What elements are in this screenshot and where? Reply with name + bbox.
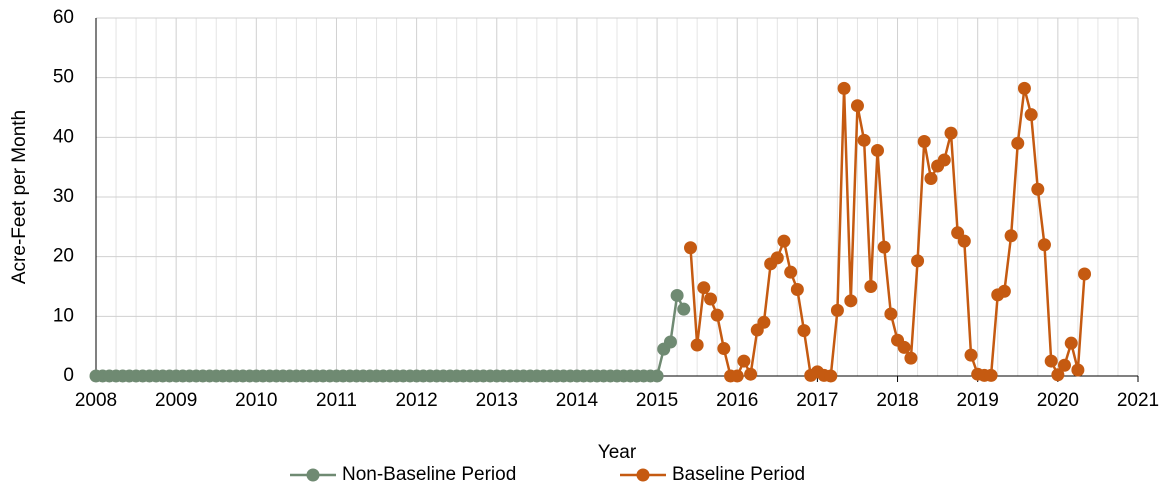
marker	[897, 340, 911, 354]
marker	[984, 368, 998, 382]
legend-marker	[306, 468, 320, 482]
marker	[911, 254, 925, 268]
x-tick-label: 2013	[476, 390, 518, 411]
marker	[710, 308, 724, 322]
x-tick-label: 2017	[796, 390, 838, 411]
marker	[924, 172, 938, 186]
x-tick-label: 2020	[1037, 390, 1079, 411]
marker	[1017, 81, 1031, 95]
x-tick-label: 2019	[957, 390, 999, 411]
marker	[1024, 108, 1038, 122]
y-tick-label: 60	[53, 7, 74, 28]
marker	[1057, 358, 1071, 372]
y-tick-label: 0	[63, 365, 74, 386]
marker	[677, 302, 691, 316]
marker	[917, 135, 931, 149]
marker	[757, 315, 771, 329]
marker	[684, 241, 698, 255]
x-tick-label: 2012	[395, 390, 437, 411]
marker	[850, 99, 864, 113]
y-tick-label: 30	[53, 186, 74, 207]
marker	[864, 280, 878, 293]
marker	[1011, 136, 1025, 150]
marker	[1037, 238, 1051, 252]
legend-marker	[636, 468, 650, 482]
x-axis-label: Year	[598, 442, 637, 463]
legend-label: Baseline Period	[672, 464, 805, 485]
y-tick-label: 20	[53, 246, 74, 267]
marker	[1004, 229, 1018, 243]
marker	[797, 324, 811, 338]
x-tick-label: 2008	[75, 390, 117, 411]
marker	[824, 369, 838, 383]
marker	[730, 369, 744, 383]
marker	[837, 81, 851, 95]
series-line	[689, 88, 1086, 379]
marker	[737, 354, 751, 368]
y-tick-label: 10	[53, 305, 74, 326]
x-tick-label: 2018	[876, 390, 918, 411]
marker	[964, 348, 978, 362]
legend-label: Non-Baseline Period	[342, 464, 516, 485]
marker	[744, 367, 758, 381]
x-tick-label: 2016	[716, 390, 758, 411]
marker	[877, 240, 891, 254]
marker	[784, 265, 798, 279]
marker	[1064, 336, 1078, 350]
marker	[937, 153, 951, 167]
y-tick-label: 50	[53, 67, 74, 88]
marker	[697, 281, 711, 295]
marker	[904, 351, 918, 365]
marker	[650, 369, 664, 383]
x-tick-label: 2011	[316, 390, 357, 411]
series-line	[96, 291, 685, 378]
marker	[944, 126, 958, 140]
marker	[1044, 354, 1058, 368]
marker	[704, 292, 718, 306]
y-axis-label: Acre-Feet per Month	[9, 110, 30, 284]
marker	[1031, 182, 1045, 196]
x-tick-label: 2014	[556, 390, 599, 411]
x-tick-label: 2021	[1117, 390, 1159, 411]
marker	[1051, 368, 1065, 382]
x-tick-label: 2015	[636, 390, 678, 411]
x-tick-label: 2010	[235, 390, 277, 411]
marker	[1078, 267, 1092, 281]
marker	[663, 335, 677, 349]
marker	[957, 234, 971, 248]
marker	[690, 338, 704, 352]
marker	[790, 282, 804, 296]
marker	[770, 251, 784, 265]
marker	[830, 303, 844, 317]
marker	[857, 133, 871, 147]
marker	[871, 143, 884, 157]
x-tick-label: 2009	[155, 390, 197, 411]
y-tick-label: 40	[53, 126, 74, 147]
marker	[717, 342, 731, 356]
marker	[884, 307, 898, 321]
marker	[670, 288, 684, 302]
marker	[1071, 363, 1085, 377]
marker	[844, 294, 858, 308]
marker	[777, 234, 791, 248]
marker	[997, 284, 1011, 298]
